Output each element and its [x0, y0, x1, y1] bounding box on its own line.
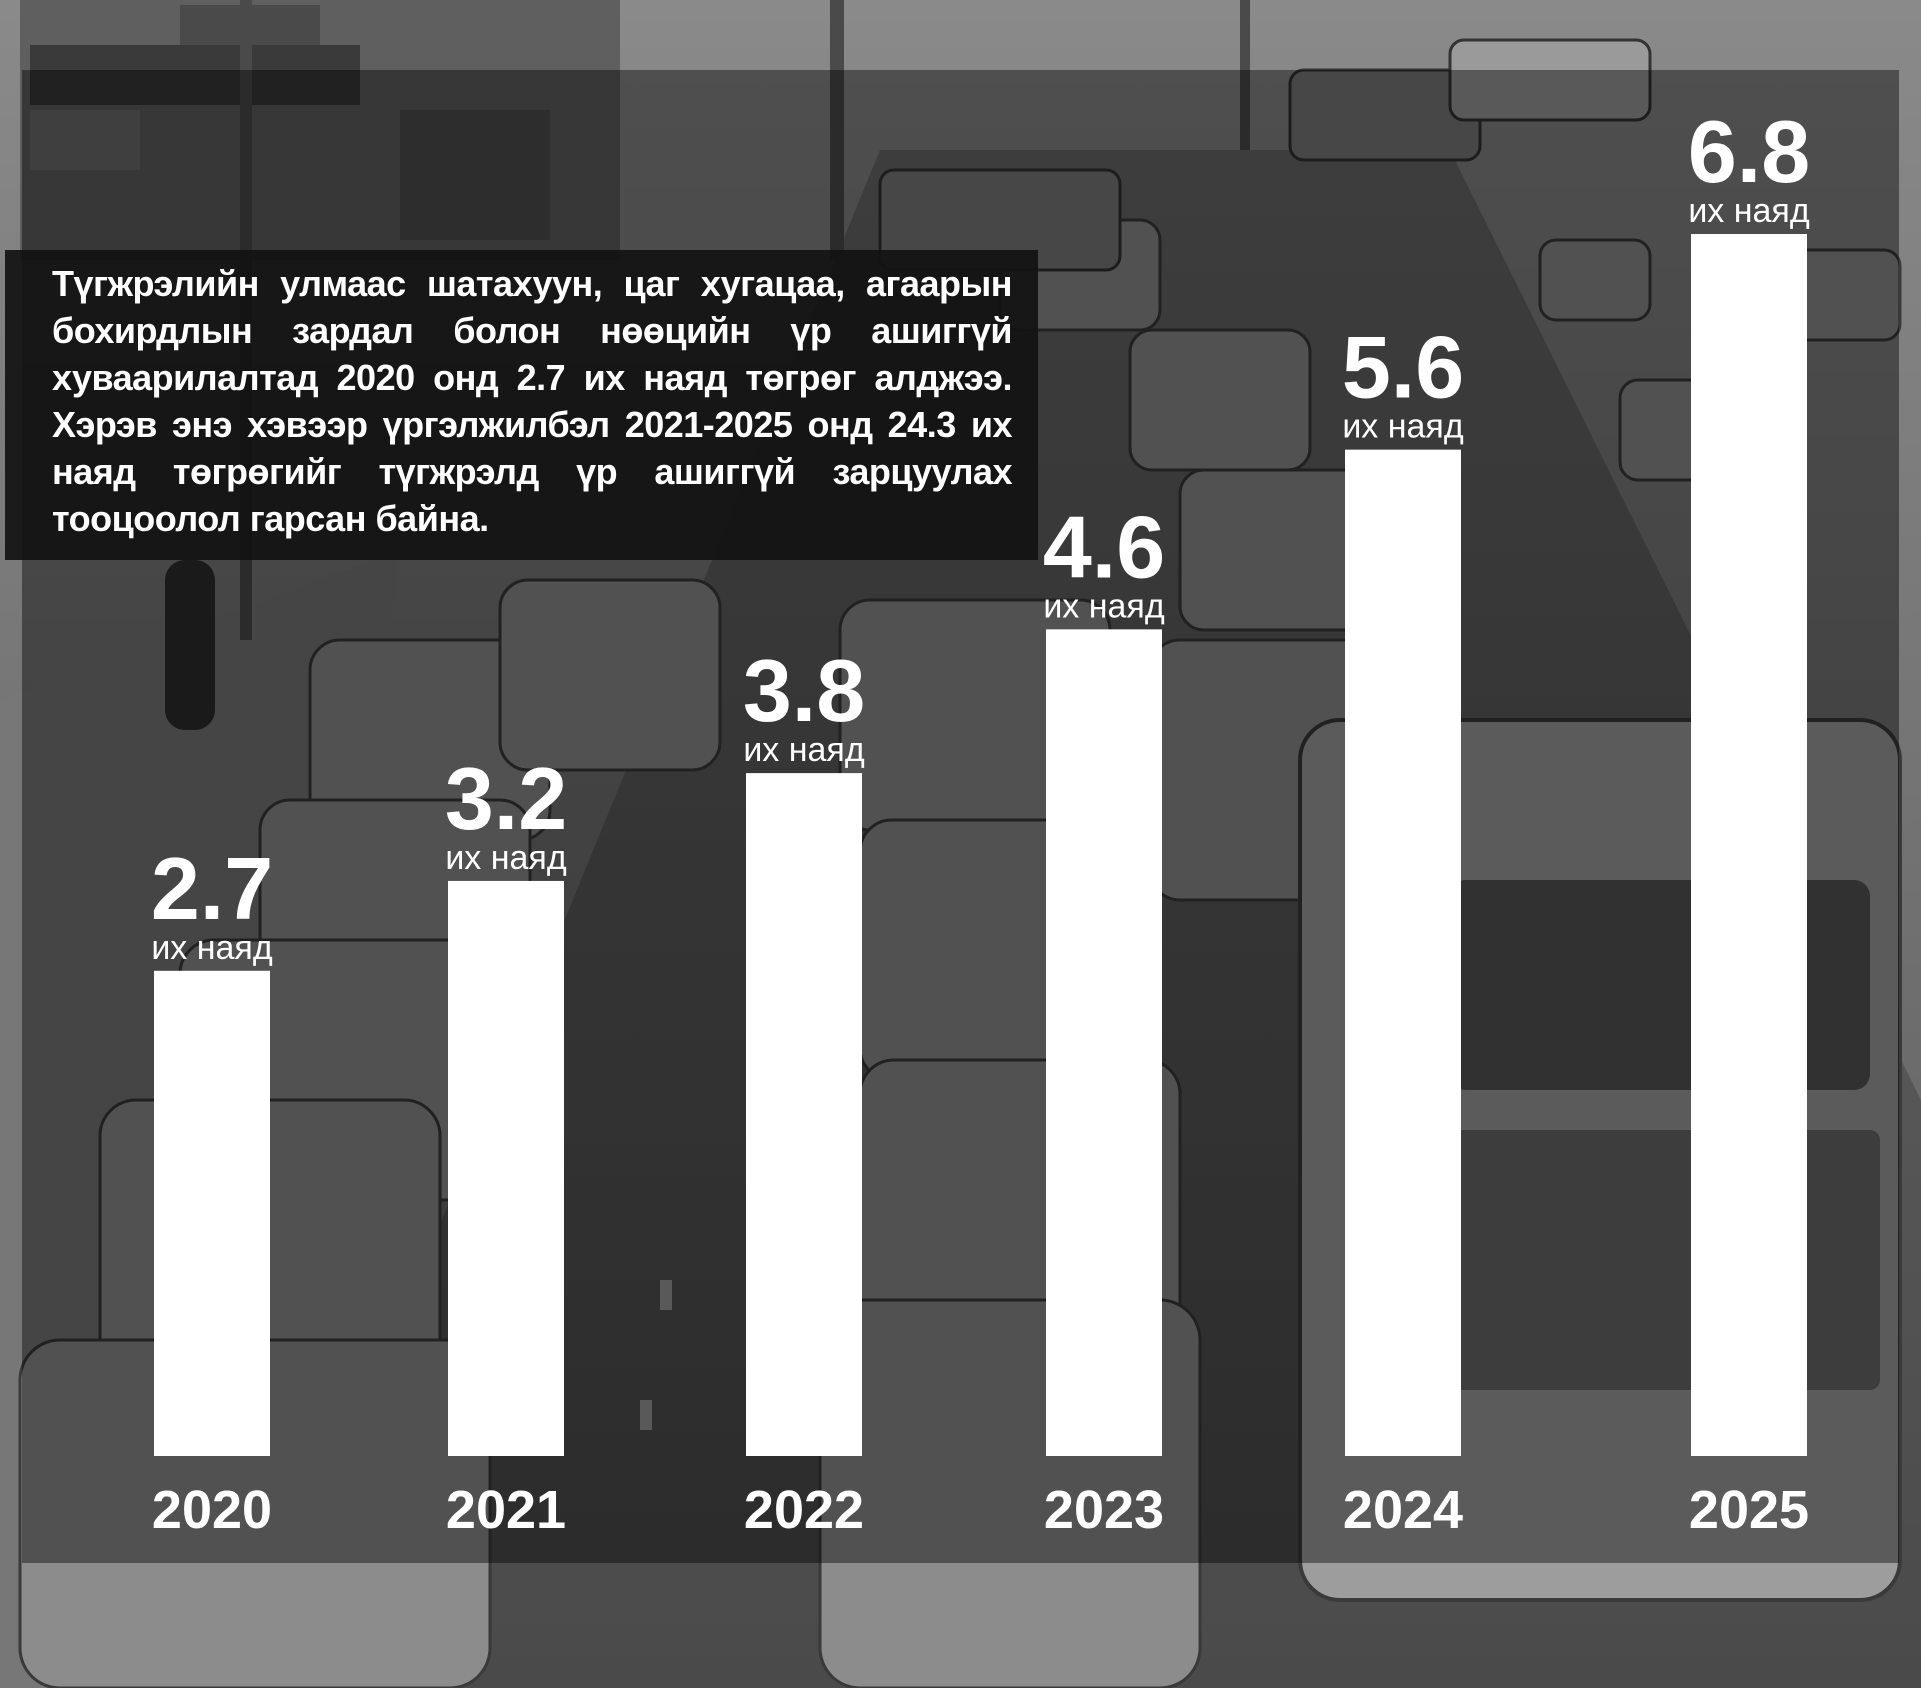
bar-2023 — [1046, 629, 1162, 1456]
bar-2025 — [1691, 234, 1807, 1456]
value-label-2024: 5.6 — [1342, 318, 1464, 417]
bar-2021 — [448, 880, 564, 1456]
value-label-2022: 3.8 — [743, 641, 865, 740]
value-label-2025: 6.8 — [1688, 102, 1810, 201]
value-label-2021: 3.2 — [445, 749, 567, 848]
unit-label-2020: их наяд — [151, 929, 273, 967]
year-label-2024: 2024 — [1343, 1480, 1463, 1540]
year-label-2022: 2022 — [744, 1480, 864, 1540]
unit-label-2021: их наяд — [445, 839, 567, 877]
unit-label-2022: их наяд — [743, 731, 865, 769]
description-text: Түгжрэлийн улмаас шатахуун, цаг хугацаа,… — [52, 263, 1013, 539]
year-label-2021: 2021 — [446, 1480, 566, 1540]
year-label-2025: 2025 — [1689, 1480, 1809, 1540]
year-label-2020: 2020 — [152, 1480, 272, 1540]
unit-label-2024: их наяд — [1342, 408, 1464, 446]
value-label-2023: 4.6 — [1043, 497, 1165, 596]
bar-2024 — [1345, 449, 1461, 1456]
unit-label-2023: их наяд — [1043, 587, 1165, 625]
unit-label-2025: их наяд — [1688, 192, 1810, 230]
bar-2022 — [746, 773, 862, 1456]
description-box — [5, 250, 1038, 560]
year-label-2023: 2023 — [1044, 1480, 1164, 1540]
bar-2020 — [154, 970, 270, 1456]
value-label-2020: 2.7 — [151, 839, 273, 938]
